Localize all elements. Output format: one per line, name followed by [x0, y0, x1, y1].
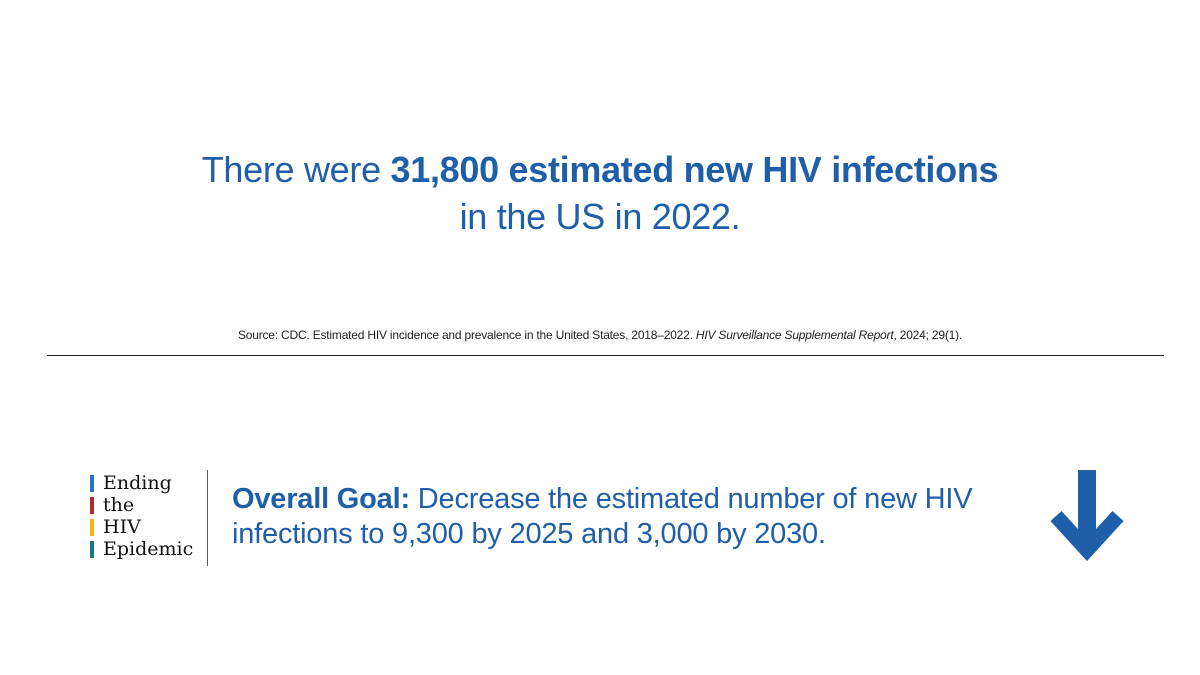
divider: [47, 355, 1164, 356]
headline: There were 31,800 estimated new HIV infe…: [0, 146, 1200, 240]
headline-highlight: 31,800 estimated new HIV infections: [390, 149, 999, 190]
logo-separator: [207, 470, 208, 566]
logo-word-ending: Ending: [103, 472, 172, 494]
logo-line: Epidemic: [90, 538, 193, 560]
goal-text: Decrease the estimated number of new HIV…: [232, 483, 973, 550]
logo-bar-yellow: [90, 518, 94, 536]
arrow-down-icon: [1050, 470, 1124, 562]
headline-suffix: in the US in 2022.: [459, 196, 741, 237]
headline-prefix: There were: [201, 149, 391, 190]
overall-goal: Overall Goal: Decrease the estimated num…: [232, 482, 1032, 552]
logo-line: HIV: [90, 516, 193, 538]
source-citation: Source: CDC. Estimated HIV incidence and…: [0, 328, 1200, 342]
logo-word-epidemic: Epidemic: [103, 538, 194, 560]
logo-bar-teal: [90, 540, 94, 558]
goal-label: Overall Goal:: [232, 483, 410, 515]
ending-the-hiv-epidemic-logo: Ending the HIV Epidemic: [90, 472, 193, 560]
logo-bar-blue: [90, 474, 94, 492]
source-prefix: Source: CDC. Estimated HIV incidence and…: [237, 328, 696, 342]
source-suffix: , 2024; 29(1).: [893, 328, 963, 342]
logo-word-the: the: [103, 494, 135, 516]
logo-word-hiv: HIV: [103, 516, 141, 538]
logo-bar-red: [90, 496, 94, 514]
logo-line: Ending: [90, 472, 193, 494]
logo-line: the: [90, 494, 193, 516]
source-journal: HIV Surveillance Supplemental Report: [695, 328, 894, 342]
